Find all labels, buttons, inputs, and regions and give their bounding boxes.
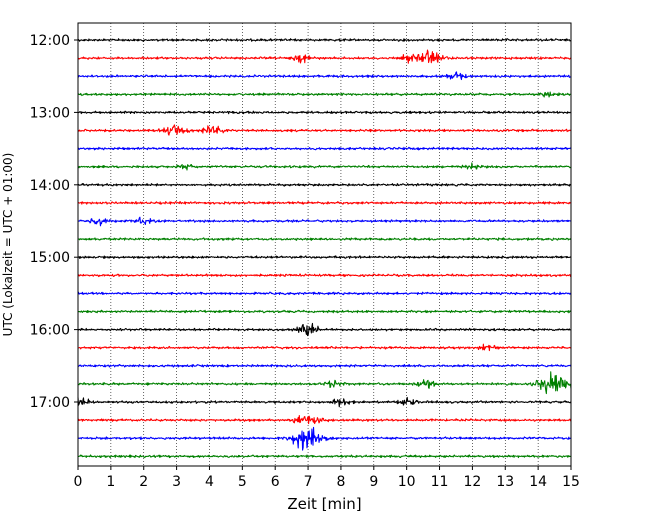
trace-5	[77, 124, 572, 136]
x-tick-label-0: 0	[74, 474, 83, 490]
trace-4	[77, 110, 572, 115]
x-tick-label-2: 2	[139, 474, 148, 490]
trace-8	[77, 183, 572, 187]
trace-9	[77, 201, 572, 205]
x-tick-label-1: 1	[106, 474, 115, 490]
x-tick-label-13: 13	[496, 474, 514, 490]
trace-7	[77, 162, 572, 171]
x-axis-ticks: 0 1 2 3 4 5 6 7 8 9 10 11 12 13 14 15	[74, 466, 580, 490]
trace-23	[78, 454, 572, 459]
trace-6	[77, 146, 572, 151]
x-axis-label: Zeit [min]	[287, 495, 361, 513]
trace-18	[77, 364, 572, 368]
y-axis-label: UTC (Lokalzeit = UTC + 01:00)	[1, 153, 15, 337]
trace-3	[77, 91, 572, 98]
trace-12	[77, 255, 572, 259]
trace-17	[77, 343, 572, 352]
trace-15	[77, 309, 572, 314]
y-tick-label-4: 16:00	[30, 323, 70, 339]
trace-21	[77, 414, 572, 425]
y-tick-label-1: 13:00	[30, 105, 70, 121]
y-tick-label-0: 12:00	[30, 33, 70, 49]
x-tick-label-4: 4	[205, 474, 214, 490]
vertical-grid	[110, 23, 539, 466]
x-tick-label-5: 5	[238, 474, 247, 490]
trace-13	[77, 273, 572, 278]
trace-2	[77, 71, 572, 81]
x-tick-label-7: 7	[304, 474, 313, 490]
trace-1	[77, 49, 572, 64]
trace-14	[77, 291, 572, 296]
trace-16	[77, 322, 572, 337]
plot-frame	[77, 22, 572, 467]
y-tick-label-3: 15:00	[30, 250, 70, 266]
x-tick-label-8: 8	[336, 474, 345, 490]
x-tick-label-10: 10	[398, 474, 416, 490]
trace-19	[77, 371, 572, 395]
trace-20	[77, 396, 572, 408]
y-tick-label-2: 14:00	[30, 178, 70, 194]
x-tick-label-12: 12	[463, 474, 481, 490]
x-tick-label-15: 15	[562, 474, 580, 490]
x-tick-label-9: 9	[369, 474, 378, 490]
x-tick-label-11: 11	[431, 474, 449, 490]
trace-11	[77, 237, 572, 241]
trace-0	[77, 38, 572, 42]
y-axis-ticks: 12:00 13:00 14:00 15:00 16:00 17:00	[30, 33, 78, 411]
trace-22	[77, 426, 572, 451]
trace-group	[77, 38, 572, 459]
x-tick-label-3: 3	[172, 474, 181, 490]
trace-10	[77, 216, 572, 227]
y-tick-label-5: 17:00	[30, 395, 70, 411]
x-tick-label-14: 14	[529, 474, 547, 490]
x-tick-label-6: 6	[271, 474, 280, 490]
